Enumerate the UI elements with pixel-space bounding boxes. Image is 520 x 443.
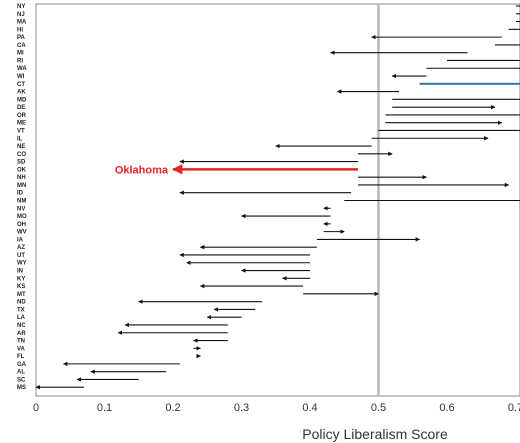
- state-label-oh: OH: [17, 222, 26, 228]
- state-label-nv: NV: [17, 206, 25, 212]
- state-label-pa: PA: [17, 35, 26, 41]
- state-label-ct: CT: [17, 82, 25, 88]
- state-label-ms: MS: [17, 385, 26, 391]
- state-label-wy: WY: [17, 261, 27, 267]
- state-label-id: ID: [17, 191, 24, 197]
- state-label-tn: TN: [17, 339, 25, 345]
- state-label-mi: MI: [17, 51, 24, 57]
- state-label-ny: NY: [17, 4, 25, 10]
- plot-frame: [35, 3, 520, 397]
- state-label-vt: VT: [17, 128, 25, 134]
- state-label-la: LA: [17, 315, 26, 321]
- x-tick-0.1: 0.1: [97, 402, 112, 414]
- state-label-ia: IA: [17, 237, 24, 243]
- state-label-ma: MA: [17, 20, 27, 26]
- state-label-ky: KY: [17, 276, 25, 282]
- state-label-sd: SD: [17, 160, 26, 166]
- state-label-ut: UT: [17, 253, 25, 259]
- state-label-fl: FL: [17, 354, 25, 360]
- state-label-ak: AK: [17, 90, 26, 96]
- state-label-nc: NC: [17, 323, 26, 329]
- state-label-tx: TX: [17, 307, 25, 313]
- x-tick-0.4: 0.4: [302, 402, 317, 414]
- state-label-mt: MT: [17, 292, 26, 298]
- x-tick-0.5: 0.5: [371, 402, 386, 414]
- state-label-hi: HI: [17, 27, 23, 33]
- state-label-mo: MO: [17, 214, 27, 220]
- x-tick-0.2: 0.2: [165, 402, 180, 414]
- state-label-wv: WV: [17, 230, 27, 236]
- x-axis-label: Policy Liberalism Score: [302, 426, 448, 442]
- state-label-mn: MN: [17, 183, 26, 189]
- state-label-ok: OK: [17, 167, 27, 173]
- state-label-va: VA: [17, 346, 26, 352]
- x-tick-0.6: 0.6: [439, 402, 454, 414]
- x-tick-0: 0: [33, 402, 39, 414]
- state-label-nh: NH: [17, 175, 26, 181]
- state-label-wi: WI: [17, 74, 25, 80]
- state-label-sc: SC: [17, 377, 26, 383]
- state-label-co: CO: [17, 152, 26, 158]
- state-label-wa: WA: [17, 66, 27, 72]
- state-label-ks: KS: [17, 284, 25, 290]
- callout-oklahoma: Oklahoma: [115, 164, 169, 176]
- state-label-al: AL: [17, 370, 25, 376]
- state-label-in: IN: [17, 269, 23, 275]
- state-label-md: MD: [17, 97, 27, 103]
- state-label-ca: CA: [17, 43, 26, 49]
- state-label-de: DE: [17, 105, 25, 111]
- x-tick-0.7: 0.7: [508, 402, 520, 414]
- state-label-or: OR: [17, 113, 27, 119]
- state-label-il: IL: [17, 136, 23, 142]
- state-label-ga: GA: [17, 362, 27, 368]
- state-label-az: AZ: [17, 245, 25, 251]
- state-label-me: ME: [17, 121, 26, 127]
- state-label-nj: NJ: [17, 12, 25, 18]
- state-label-ne: NE: [17, 144, 25, 150]
- x-tick-0.3: 0.3: [234, 402, 249, 414]
- state-label-nm: NM: [17, 199, 26, 205]
- state-label-ri: RI: [17, 58, 23, 64]
- state-label-ar: AR: [17, 331, 26, 337]
- state-label-nd: ND: [17, 300, 26, 306]
